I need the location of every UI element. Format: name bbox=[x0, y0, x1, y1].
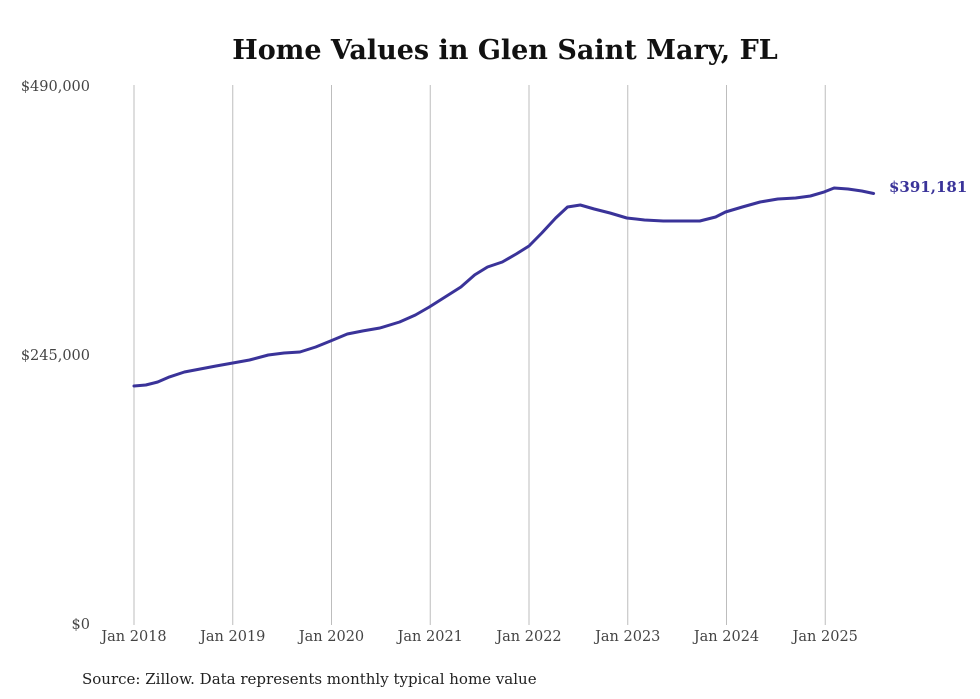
source-note: Source: Zillow. Data represents monthly … bbox=[82, 670, 537, 688]
y-tick-label: $0 bbox=[72, 617, 90, 633]
x-tick-label: Jan 2023 bbox=[593, 629, 660, 645]
x-tick-label: Jan 2022 bbox=[494, 629, 561, 645]
grid bbox=[133, 85, 826, 625]
chart-title: Home Values in Glen Saint Mary, FL bbox=[232, 35, 778, 66]
x-tick-label: Jan 2020 bbox=[297, 629, 364, 645]
y-axis: $0 $245,000 $490,000 bbox=[21, 79, 90, 633]
x-tick-label: Jan 2025 bbox=[791, 629, 858, 645]
x-tick-label: Jan 2019 bbox=[198, 629, 265, 645]
end-value-label: $391,181 bbox=[889, 178, 967, 196]
y-tick-label: $490,000 bbox=[21, 79, 90, 95]
x-tick-label: Jan 2024 bbox=[692, 629, 759, 645]
x-tick-label: Jan 2018 bbox=[99, 629, 166, 645]
series-line bbox=[132, 186, 876, 388]
x-tick-label: Jan 2021 bbox=[396, 629, 463, 645]
y-tick-label: $245,000 bbox=[21, 348, 90, 364]
x-axis: Jan 2018 Jan 2019 Jan 2020 Jan 2021 Jan 2022… bbox=[99, 629, 858, 645]
